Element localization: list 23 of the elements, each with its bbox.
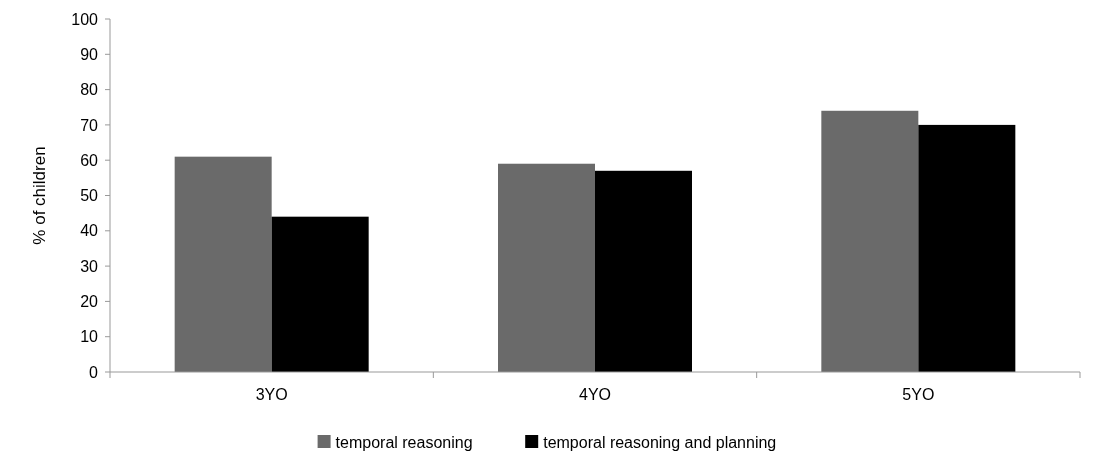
legend-label: temporal reasoning [335,433,473,451]
legend-label: temporal reasoning and planning [543,433,777,451]
bar [821,110,919,372]
x-tick-label: 3YO [255,386,288,403]
bar [174,156,272,372]
y-tick-label: 0 [89,363,99,381]
bar [271,216,369,372]
y-tick-label: 40 [80,222,99,240]
x-tick-label: 5YO [902,386,935,403]
y-tick-label: 70 [80,116,99,134]
bar [595,170,692,372]
y-axis-title: % of children [30,146,49,245]
y-tick-label: 30 [80,257,99,275]
y-tick-label: 10 [80,328,99,346]
y-tick-label: 20 [80,293,99,310]
bar [918,124,1016,372]
bar [498,163,595,372]
y-tick-label: 100 [71,10,99,28]
y-tick-label: 50 [80,187,99,205]
y-tick-label: 90 [80,45,99,63]
y-tick-label: 80 [80,81,99,99]
x-tick-label: 4YO [578,386,612,403]
y-tick-label: 60 [80,151,99,169]
